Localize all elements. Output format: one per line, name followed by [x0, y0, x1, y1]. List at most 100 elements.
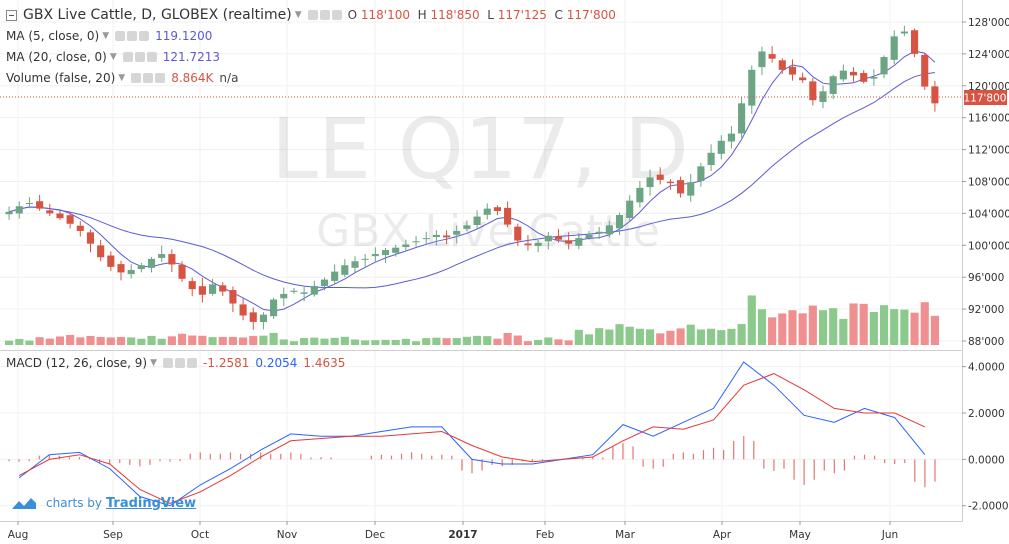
time-tick-label: Aug: [8, 529, 29, 541]
macd-axis[interactable]: 4.0000 2.0000 0.0000 -2.0000: [962, 362, 1009, 513]
candle-body: [137, 265, 145, 270]
chevron-down-icon[interactable]: ▼: [109, 52, 117, 62]
candle-body: [392, 247, 400, 253]
candle-body: [626, 200, 634, 218]
close-icon[interactable]: [155, 73, 166, 83]
legend-buttons[interactable]: [115, 31, 150, 41]
symbol-title: GBX Live Cattle, D, GLOBEX (realtime): [23, 7, 292, 23]
gear-icon[interactable]: [127, 31, 138, 41]
time-tick-label: Oct: [191, 529, 209, 541]
candle-body: [270, 299, 278, 317]
volume-value: 8.864K: [171, 71, 214, 85]
brand-name[interactable]: TradingView: [105, 495, 197, 511]
close-icon[interactable]: [187, 358, 198, 368]
candle-body: [514, 226, 522, 241]
candle-body: [900, 31, 908, 34]
gear-icon[interactable]: [143, 73, 154, 83]
legend-buttons[interactable]: [131, 73, 166, 83]
volume-bar: [86, 335, 95, 345]
volume-bar: [900, 309, 909, 345]
candle-body: [666, 181, 674, 184]
gear-icon[interactable]: [175, 358, 186, 368]
volume-bar: [167, 336, 176, 345]
volume-bar: [666, 330, 675, 345]
chevron-down-icon[interactable]: ▼: [294, 10, 302, 20]
candle-body: [188, 281, 196, 290]
candle-body: [117, 264, 125, 273]
candle-body: [331, 271, 339, 281]
macd-series: [18, 361, 926, 507]
candle-body: [677, 180, 685, 194]
candle-body: [310, 285, 318, 295]
volume-bar: [523, 341, 533, 345]
price-pane[interactable]: LE Q17, D GBX Live Cattle: [0, 0, 962, 521]
gear-icon[interactable]: [319, 10, 330, 20]
volume-bar: [106, 337, 115, 345]
legend-buttons[interactable]: [163, 358, 198, 368]
price-tick-label: 104'000: [968, 208, 1009, 220]
price-tick-label: 88'000: [968, 336, 1004, 348]
candle-body: [259, 314, 267, 323]
eye-icon[interactable]: [122, 52, 133, 62]
time-axis[interactable]: Aug Sep Oct Nov Dec 2017 Feb Mar Apr May Jun: [8, 521, 898, 541]
volume-bar: [208, 337, 217, 345]
volume-bar: [279, 339, 288, 345]
chevron-down-icon[interactable]: ▼: [102, 31, 110, 41]
chevron-down-icon[interactable]: ▼: [118, 73, 126, 83]
volume-bar: [391, 339, 400, 345]
candle-body: [839, 70, 847, 80]
volume-bar: [778, 313, 787, 345]
volume-bar: [757, 309, 767, 345]
volume-bar: [462, 336, 471, 345]
time-tick-label: Dec: [365, 529, 386, 541]
candle-body: [290, 290, 298, 292]
legend-buttons[interactable]: [307, 10, 342, 20]
ma20-line: [8, 72, 935, 289]
volume-bar: [157, 338, 166, 345]
chevron-down-icon[interactable]: ▼: [150, 358, 158, 368]
gear-icon[interactable]: [134, 52, 145, 62]
candle-body: [36, 201, 44, 209]
price-axis[interactable]: 128'000 124'000 120'000 116'000 112'000 108'0…: [962, 17, 1009, 348]
volume-bar: [554, 339, 563, 345]
volume-extra: n/a: [219, 71, 239, 85]
candle-body: [524, 243, 532, 246]
candle-body: [178, 264, 186, 279]
candle-body: [921, 54, 929, 87]
candle-body: [168, 254, 176, 265]
candle-body: [778, 60, 786, 70]
close-icon[interactable]: [139, 31, 150, 41]
collapse-icon[interactable]: [6, 9, 17, 21]
candle-body: [738, 103, 746, 134]
time-tick-label: May: [789, 529, 811, 541]
eye-icon[interactable]: [115, 31, 126, 41]
candle-body: [931, 86, 939, 104]
volume-bar: [676, 328, 685, 345]
candle-body: [5, 211, 13, 215]
candle-body: [46, 210, 54, 214]
tradingview-brand[interactable]: charts by TradingView: [10, 495, 196, 511]
macd-pane[interactable]: [0, 361, 962, 507]
eye-icon[interactable]: [163, 358, 174, 368]
price-tick-label: 124'000: [968, 49, 1009, 61]
candle-body: [463, 225, 471, 229]
volume-bar: [259, 335, 268, 345]
eye-icon[interactable]: [307, 10, 318, 20]
volume-bar: [574, 329, 583, 345]
legend-buttons[interactable]: [122, 52, 157, 62]
volume-bar: [116, 336, 126, 345]
volume-bar: [839, 318, 848, 345]
candle-body: [86, 232, 95, 244]
eye-icon[interactable]: [131, 73, 142, 83]
macd-tick-label: -2.0000: [968, 501, 1009, 513]
volume-bar: [340, 336, 349, 345]
close-icon[interactable]: [331, 10, 342, 20]
candle-body: [147, 258, 156, 268]
candle-body: [127, 270, 135, 275]
close-icon[interactable]: [146, 52, 157, 62]
candle-body: [219, 285, 227, 292]
candle-body: [799, 77, 807, 81]
price-tick-label: 112'000: [968, 145, 1009, 157]
volume-bar: [727, 328, 736, 345]
